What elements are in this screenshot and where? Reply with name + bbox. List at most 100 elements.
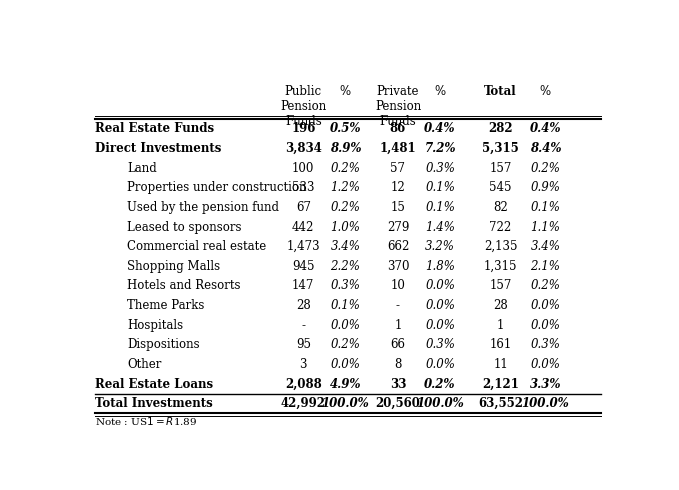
- Text: 67: 67: [296, 201, 311, 214]
- Text: Total: Total: [484, 85, 517, 98]
- Text: 161: 161: [490, 338, 512, 351]
- Text: 0.1%: 0.1%: [530, 201, 560, 214]
- Text: 2.1%: 2.1%: [530, 260, 560, 273]
- Text: Shopping Malls: Shopping Malls: [127, 260, 220, 273]
- Text: 0.2%: 0.2%: [530, 162, 560, 175]
- Text: 1,473: 1,473: [287, 240, 320, 253]
- Text: Direct Investments: Direct Investments: [95, 142, 222, 155]
- Text: 3.4%: 3.4%: [530, 240, 560, 253]
- Text: 100.0%: 100.0%: [321, 397, 369, 410]
- Text: 86: 86: [390, 122, 406, 135]
- Text: Properties under construction: Properties under construction: [127, 181, 306, 195]
- Text: 0.0%: 0.0%: [530, 299, 560, 312]
- Text: 945: 945: [292, 260, 314, 273]
- Text: 0.2%: 0.2%: [424, 377, 456, 391]
- Text: 533: 533: [292, 181, 314, 195]
- Text: Land: Land: [127, 162, 157, 175]
- Text: Public
Pension
Funds: Public Pension Funds: [280, 85, 327, 128]
- Text: 95: 95: [296, 338, 311, 351]
- Text: 0.0%: 0.0%: [425, 318, 455, 332]
- Text: 5,315: 5,315: [482, 142, 519, 155]
- Text: 20,560: 20,560: [375, 397, 420, 410]
- Text: 4.9%: 4.9%: [329, 377, 361, 391]
- Text: 0.3%: 0.3%: [425, 162, 455, 175]
- Text: Real Estate Funds: Real Estate Funds: [95, 122, 215, 135]
- Text: 2,088: 2,088: [285, 377, 322, 391]
- Text: 8.9%: 8.9%: [329, 142, 361, 155]
- Text: 0.1%: 0.1%: [331, 299, 361, 312]
- Text: 0.9%: 0.9%: [530, 181, 560, 195]
- Text: 12: 12: [390, 181, 405, 195]
- Text: 0.0%: 0.0%: [530, 318, 560, 332]
- Text: 0.3%: 0.3%: [530, 338, 560, 351]
- Text: 370: 370: [387, 260, 409, 273]
- Text: 2,121: 2,121: [482, 377, 519, 391]
- Text: 196: 196: [291, 122, 316, 135]
- Text: %: %: [540, 85, 551, 98]
- Text: 0.0%: 0.0%: [425, 299, 455, 312]
- Text: 3: 3: [299, 358, 307, 371]
- Text: 722: 722: [490, 220, 512, 234]
- Text: 1: 1: [497, 318, 504, 332]
- Text: 33: 33: [390, 377, 406, 391]
- Text: 3.2%: 3.2%: [425, 240, 455, 253]
- Text: 147: 147: [292, 279, 314, 293]
- Text: 1,481: 1,481: [380, 142, 416, 155]
- Text: 157: 157: [490, 162, 512, 175]
- Text: 8: 8: [394, 358, 402, 371]
- Text: Private
Pension
Funds: Private Pension Funds: [375, 85, 421, 128]
- Text: 1.0%: 1.0%: [331, 220, 361, 234]
- Text: 282: 282: [488, 122, 513, 135]
- Text: 100.0%: 100.0%: [521, 397, 569, 410]
- Text: 3,834: 3,834: [285, 142, 322, 155]
- Text: 63,552: 63,552: [478, 397, 523, 410]
- Text: 28: 28: [493, 299, 508, 312]
- Text: 100: 100: [292, 162, 314, 175]
- Text: 2,135: 2,135: [484, 240, 517, 253]
- Text: -: -: [301, 318, 306, 332]
- Text: 545: 545: [490, 181, 512, 195]
- Text: 10: 10: [390, 279, 405, 293]
- Text: 1,315: 1,315: [484, 260, 517, 273]
- Text: 0.2%: 0.2%: [530, 279, 560, 293]
- Text: Commercial real estate: Commercial real estate: [127, 240, 266, 253]
- Text: 28: 28: [296, 299, 310, 312]
- Text: 0.2%: 0.2%: [331, 162, 361, 175]
- Text: Note : US$1= R$1.89: Note : US$1= R$1.89: [95, 416, 198, 427]
- Text: %: %: [435, 85, 445, 98]
- Text: Leased to sponsors: Leased to sponsors: [127, 220, 242, 234]
- Text: 0.3%: 0.3%: [425, 338, 455, 351]
- Text: 2.2%: 2.2%: [331, 260, 361, 273]
- Text: Hospitals: Hospitals: [127, 318, 183, 332]
- Text: 1.8%: 1.8%: [425, 260, 455, 273]
- Text: 11: 11: [493, 358, 508, 371]
- Text: %: %: [340, 85, 351, 98]
- Text: 0.0%: 0.0%: [331, 318, 361, 332]
- Text: Other: Other: [127, 358, 162, 371]
- Text: Theme Parks: Theme Parks: [127, 299, 204, 312]
- Text: 7.2%: 7.2%: [424, 142, 456, 155]
- Text: 0.0%: 0.0%: [530, 358, 560, 371]
- Text: 0.1%: 0.1%: [425, 201, 455, 214]
- Text: -: -: [396, 299, 400, 312]
- Text: Hotels and Resorts: Hotels and Resorts: [127, 279, 240, 293]
- Text: 42,992: 42,992: [280, 397, 326, 410]
- Text: 3.3%: 3.3%: [530, 377, 561, 391]
- Text: 1.1%: 1.1%: [530, 220, 560, 234]
- Text: 0.2%: 0.2%: [331, 201, 361, 214]
- Text: 662: 662: [387, 240, 409, 253]
- Text: 1: 1: [394, 318, 402, 332]
- Text: 279: 279: [387, 220, 409, 234]
- Text: 0.3%: 0.3%: [331, 279, 361, 293]
- Text: 1.4%: 1.4%: [425, 220, 455, 234]
- Text: 82: 82: [493, 201, 508, 214]
- Text: 66: 66: [390, 338, 405, 351]
- Text: Total Investments: Total Investments: [95, 397, 213, 410]
- Text: 0.2%: 0.2%: [331, 338, 361, 351]
- Text: 0.1%: 0.1%: [425, 181, 455, 195]
- Text: 0.4%: 0.4%: [424, 122, 456, 135]
- Text: Real Estate Loans: Real Estate Loans: [95, 377, 213, 391]
- Text: 3.4%: 3.4%: [331, 240, 361, 253]
- Text: 0.0%: 0.0%: [331, 358, 361, 371]
- Text: 15: 15: [390, 201, 405, 214]
